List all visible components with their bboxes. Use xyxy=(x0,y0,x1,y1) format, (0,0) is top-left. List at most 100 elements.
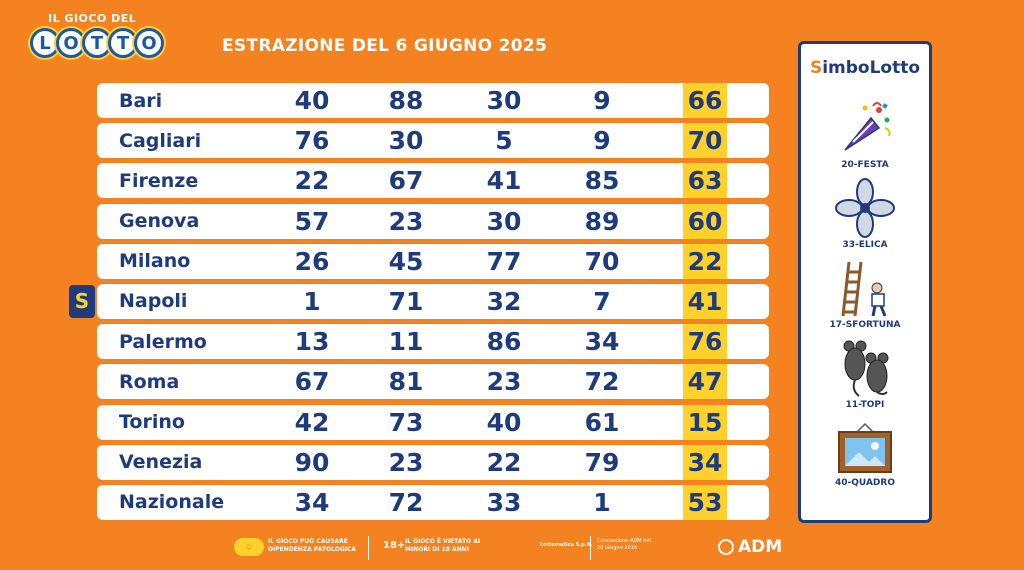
bonus-number: 34 xyxy=(683,444,727,480)
bonus-number: 15 xyxy=(683,404,727,440)
drawn-number: 23 xyxy=(388,206,424,236)
drawn-number: 45 xyxy=(388,246,424,276)
drawn-number: 30 xyxy=(486,86,522,115)
table-row: Palermo 13 11 86 34 76 xyxy=(97,324,769,360)
drawn-number: 73 xyxy=(388,407,424,437)
drawn-number: 40 xyxy=(486,407,522,437)
city-name: Nazionale xyxy=(119,491,225,514)
logo-ball: O xyxy=(56,28,86,58)
footer-divider xyxy=(590,536,591,560)
symbol-label: 40-QUADRO xyxy=(835,478,895,488)
simbolotto-title-rest: imboLotto xyxy=(822,58,921,78)
drawn-number: 9 xyxy=(593,126,611,156)
bonus-number: 66 xyxy=(683,83,727,118)
drawn-number: 61 xyxy=(584,407,620,437)
city-name: Bari xyxy=(119,89,163,112)
results-table: Bari 40 88 30 9 66 Cagliari 76 30 5 9 70… xyxy=(69,83,769,525)
symbol-sfortuna: 17-SFORTUNA xyxy=(801,258,929,330)
logo-balls: L O T T O xyxy=(30,28,164,58)
simbolotto-panel: SimboLotto 20-FESTA 33-ELICA xyxy=(798,41,932,523)
drawn-number: 72 xyxy=(388,487,424,517)
symbol-label: 33-ELICA xyxy=(842,240,888,250)
table-row: Milano 26 45 77 70 22 xyxy=(97,243,769,279)
drawn-number: 72 xyxy=(584,367,620,397)
drawn-number: 33 xyxy=(486,487,522,517)
picture-frame-icon xyxy=(838,422,892,473)
table-row: Roma 67 81 23 72 47 xyxy=(97,364,769,400)
adm-logo: ADM xyxy=(738,537,783,557)
table-row: Bari 40 88 30 9 66 xyxy=(97,83,769,118)
simbolotto-title: SimboLotto xyxy=(801,58,929,78)
drawn-number: 85 xyxy=(584,166,620,196)
city-name: Cagliari xyxy=(119,129,202,152)
drawn-number: 77 xyxy=(486,246,522,276)
simbolotto-title-s: S xyxy=(809,58,823,78)
drawn-number: 86 xyxy=(486,327,522,357)
drawn-number: 79 xyxy=(584,447,620,477)
city-name: Roma xyxy=(119,370,180,393)
drawn-number: 13 xyxy=(294,327,330,357)
drawn-number: 88 xyxy=(388,86,424,115)
bonus-number: 63 xyxy=(683,163,727,199)
drawn-number: 76 xyxy=(294,126,330,156)
drawn-number: 70 xyxy=(584,246,620,276)
logo-ball: T xyxy=(82,28,112,58)
bonus-number: 60 xyxy=(683,203,727,239)
drawn-number: 34 xyxy=(584,327,620,357)
symbol-topi: 11-TOPI xyxy=(801,338,929,410)
footer-warning: IL GIOCO PUÒ CAUSARE DIPENDENZA PATOLOGI… xyxy=(268,538,357,553)
drawn-number: 1 xyxy=(593,487,611,517)
city-name: Torino xyxy=(119,411,185,433)
drawn-number: 71 xyxy=(388,286,424,316)
city-name: Palermo xyxy=(119,330,207,353)
table-row: Nazionale 34 72 33 1 53 xyxy=(97,484,769,520)
bonus-number: 76 xyxy=(683,324,727,360)
city-name: Milano xyxy=(119,250,191,273)
drawn-number: 30 xyxy=(388,126,424,156)
drawn-number: 23 xyxy=(486,367,522,397)
age-limit: 18+ xyxy=(383,540,406,551)
bonus-number: 70 xyxy=(683,123,727,159)
drawn-number: 9 xyxy=(593,86,611,115)
footer-minors-warning: IL GIOCO È VIETATO AI MINORI DI 18 ANNI xyxy=(405,538,481,553)
city-name: Napoli xyxy=(119,290,188,313)
table-row: Torino 42 73 40 61 15 xyxy=(97,404,769,440)
drawn-number: 89 xyxy=(584,206,620,236)
drawn-number: 41 xyxy=(486,166,522,196)
symbol-label: 20-FESTA xyxy=(841,160,889,170)
lotto-logo: IL GIOCO DEL L O T T O xyxy=(30,10,200,72)
drawn-number: 22 xyxy=(294,166,330,196)
city-name: Genova xyxy=(119,210,200,233)
emblem-icon xyxy=(718,539,734,555)
symbol-quadro: 40-QUADRO xyxy=(801,422,929,488)
footer-divider xyxy=(368,536,369,560)
logo-top-text: IL GIOCO DEL xyxy=(48,12,137,25)
symbol-festa: 20-FESTA xyxy=(801,98,929,170)
page-title: ESTRAZIONE DEL 6 GIUGNO 2025 xyxy=(222,36,548,56)
drawn-number: 23 xyxy=(388,447,424,477)
logo-ball: O xyxy=(134,28,164,58)
footer: ☺ IL GIOCO PUÒ CAUSARE DIPENDENZA PATOLO… xyxy=(0,530,1024,566)
drawn-number: 40 xyxy=(294,86,330,115)
logo-ball: L xyxy=(30,28,60,58)
drawn-number: 67 xyxy=(294,367,330,397)
bonus-number: 53 xyxy=(683,484,727,520)
drawn-number: 34 xyxy=(294,487,330,517)
drawn-number: 22 xyxy=(486,447,522,477)
responsible-gaming-logo: ☺ xyxy=(234,538,264,556)
table-row: Firenze 22 67 41 85 63 xyxy=(97,163,769,199)
drawn-number: 90 xyxy=(294,447,330,477)
bonus-number: 41 xyxy=(683,283,727,319)
drawn-number: 7 xyxy=(593,286,611,316)
drawn-number: 42 xyxy=(294,407,330,437)
symbol-elica: 33-ELICA xyxy=(801,178,929,250)
drawn-number: 30 xyxy=(486,206,522,236)
mice-icon xyxy=(843,340,889,397)
drawn-number: 32 xyxy=(486,286,522,316)
table-row: Venezia 90 23 22 79 34 xyxy=(97,444,769,480)
drawn-number: 5 xyxy=(495,126,513,156)
table-row: Genova 57 23 30 89 60 xyxy=(97,203,769,239)
drawn-number: 11 xyxy=(388,327,424,357)
city-name: Firenze xyxy=(119,169,199,192)
footer-company: Lottomatica S.p.A. xyxy=(540,542,593,548)
